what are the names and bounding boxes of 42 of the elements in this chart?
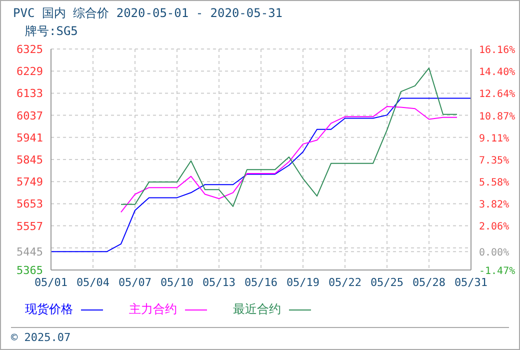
x-tick-label: 05/01: [34, 276, 68, 289]
y2-tick-label: 10.87%: [479, 111, 516, 122]
x-tick-label: 05/25: [370, 276, 404, 289]
x-tick-label: 05/19: [286, 276, 320, 289]
y-tick-label: 6229: [16, 65, 43, 78]
legend-label: 主力合约: [129, 301, 178, 318]
y-tick-label: 5365: [16, 264, 43, 277]
y-tick-label: 5845: [16, 154, 43, 166]
x-tick-label: 05/28: [412, 276, 446, 289]
x-tick-label: 05/07: [118, 276, 152, 289]
y2-tick-label: 3.82%: [479, 200, 510, 211]
y-tick-label: 5941: [16, 131, 43, 144]
x-tick-label: 05/22: [328, 276, 362, 289]
y2-tick-label: 0.00%: [479, 248, 510, 259]
text: © 2025.07: [11, 331, 71, 344]
y2-tick-label: 14.40%: [479, 67, 516, 78]
y2-tick-label: -1.47%: [479, 266, 516, 277]
chart-title: PVC 国内 综合价 2020-05-01 - 2020-05-31: [13, 5, 283, 22]
y2-tick-label: 9.11%: [479, 133, 510, 144]
legend-label: 最近合约: [233, 301, 282, 318]
y2-tick-label: 12.64%: [479, 89, 516, 100]
line-series: [120, 106, 458, 213]
line-series: [120, 68, 458, 207]
y-tick-label: 5557: [16, 220, 43, 233]
x-tick-label: 05/31: [454, 276, 488, 289]
y-tick-label: 5749: [16, 176, 43, 189]
line-series: [50, 98, 472, 252]
y-tick-label: 6037: [16, 109, 43, 122]
y-tick-label: 6133: [16, 87, 43, 100]
chart-subtitle: 牌号:SG5: [25, 23, 78, 40]
y2-tick-label: 16.16%: [479, 45, 516, 56]
x-tick-label: 05/10: [160, 276, 194, 289]
y2-tick-label: 5.58%: [479, 178, 510, 189]
y2-tick-label: 7.35%: [479, 155, 510, 166]
legend-label: 现货价格: [25, 301, 74, 318]
x-tick-label: 05/04: [76, 276, 110, 289]
y-tick-label: 6325: [16, 43, 43, 56]
x-tick-label: 05/13: [202, 276, 236, 289]
y-tick-label: 5445: [16, 246, 43, 259]
x-tick-label: 05/16: [244, 276, 278, 289]
y2-tick-label: 2.06%: [479, 222, 510, 233]
y-tick-label: 5653: [16, 198, 43, 211]
